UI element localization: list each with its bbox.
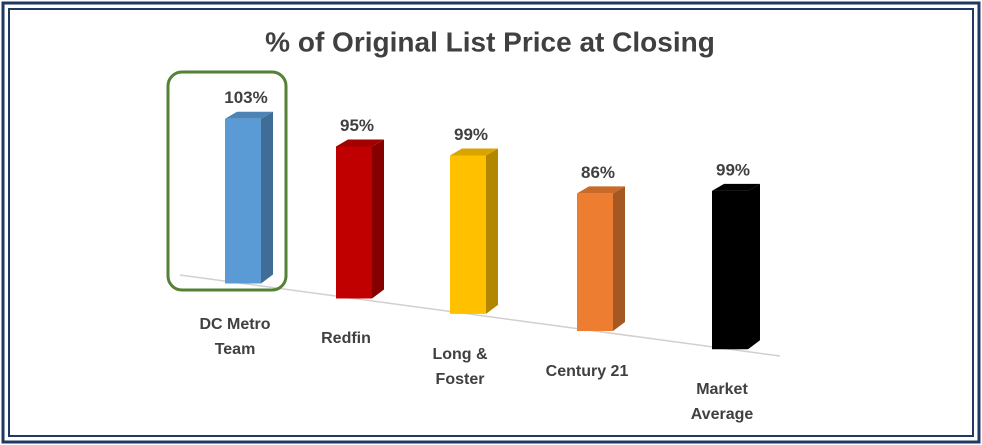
bar-top <box>225 111 273 119</box>
x-tick-label: DC Metro Team <box>199 315 271 358</box>
bar <box>225 118 261 284</box>
value-label: 95% <box>340 116 374 135</box>
x-tick-label: Redfin <box>321 330 371 348</box>
bar <box>336 146 372 299</box>
value-label: 86% <box>581 163 615 182</box>
x-tick-label: Long & Foster <box>432 345 488 388</box>
x-tick-label: Century 21 <box>545 363 629 381</box>
value-label: 99% <box>454 125 488 144</box>
bar-side <box>486 148 498 314</box>
value-label: 103% <box>224 88 267 107</box>
bar-top <box>336 139 384 147</box>
bar-top <box>712 183 760 191</box>
bar-top <box>450 148 498 156</box>
bar <box>712 190 748 350</box>
highlight-box <box>166 70 288 292</box>
bar <box>450 155 486 314</box>
bar <box>577 193 613 332</box>
chart-title: % of Original List Price at Closing <box>265 26 715 57</box>
bar-side <box>613 186 625 332</box>
bar-top <box>577 186 625 194</box>
bar-side <box>748 183 760 350</box>
value-label: 99% <box>716 160 750 179</box>
bar-side <box>261 111 273 284</box>
bar-side <box>372 139 384 299</box>
inner-frame <box>8 8 974 437</box>
x-tick-label: Market Average <box>690 381 754 424</box>
